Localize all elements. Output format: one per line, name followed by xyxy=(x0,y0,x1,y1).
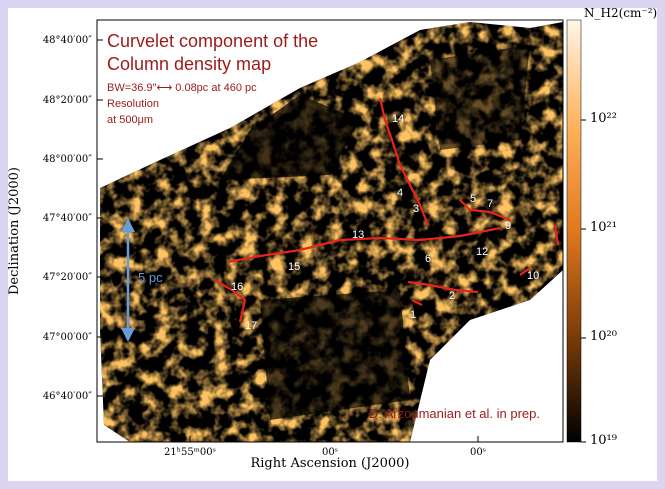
y-tick-label: 48°20′00″ xyxy=(43,95,92,106)
colorbar-label: 10²¹ xyxy=(590,220,617,235)
filament-label: 15 xyxy=(288,261,300,273)
filament-label: 7 xyxy=(487,198,493,210)
y-tick-label: 48°40′00″ xyxy=(43,35,92,46)
filament-label: 9 xyxy=(505,220,511,232)
x-tick-label: 00ˢ xyxy=(470,447,486,458)
filament-label: 16 xyxy=(231,281,243,293)
filament-label: 2 xyxy=(449,290,455,302)
x-tick-label: 00ˢ xyxy=(322,447,338,458)
title-line: Column density map xyxy=(107,54,271,74)
y-tick-label: 48°00′00″ xyxy=(43,154,92,165)
figure: 5 pc Curvelet component of the Column de… xyxy=(0,0,665,489)
colorbar xyxy=(567,20,581,442)
filament-label: 3 xyxy=(413,203,419,215)
filament-label: 4 xyxy=(397,187,403,199)
y-tick-label: 47°40′00″ xyxy=(43,213,92,224)
scale-bar-label: 5 pc xyxy=(138,270,163,285)
y-tick-label: 47°20′00″ xyxy=(43,272,92,283)
filament-label: 10 xyxy=(527,270,539,282)
x-axis-label: Right Ascension (J2000) xyxy=(250,456,409,471)
colorbar-title: N_H2(cm⁻²) xyxy=(584,6,657,20)
resolution: at 500μm xyxy=(107,114,153,126)
filament-label: 17 xyxy=(245,320,257,332)
beam-note: BW=36.9″⟷ 0.08pc at 460 pc xyxy=(107,82,257,94)
filament-label: 1 xyxy=(410,309,416,321)
resolution: Resolution xyxy=(107,98,159,110)
filament-label: 14 xyxy=(392,113,404,125)
filament-label: 12 xyxy=(476,246,488,258)
filament-label: 6 xyxy=(425,253,431,265)
y-tick-label: 47°00′00″ xyxy=(43,332,92,343)
title-line: Curvelet component of the xyxy=(107,31,318,51)
y-tick-label: 46°40′00″ xyxy=(43,391,92,402)
y-axis-label: Declination (J2000) xyxy=(7,167,22,295)
colorbar-label: 10¹⁹ xyxy=(590,433,617,448)
filament-label: 5 xyxy=(470,193,476,205)
credit: D. Arzoumanian et al. in prep. xyxy=(369,406,540,421)
colorbar-label: 10²² xyxy=(590,111,617,126)
x-tick-label: 21ʰ55ᵐ00ˢ xyxy=(164,447,216,458)
filament-label: 13 xyxy=(352,229,364,241)
colorbar-label: 10²⁰ xyxy=(590,329,617,344)
